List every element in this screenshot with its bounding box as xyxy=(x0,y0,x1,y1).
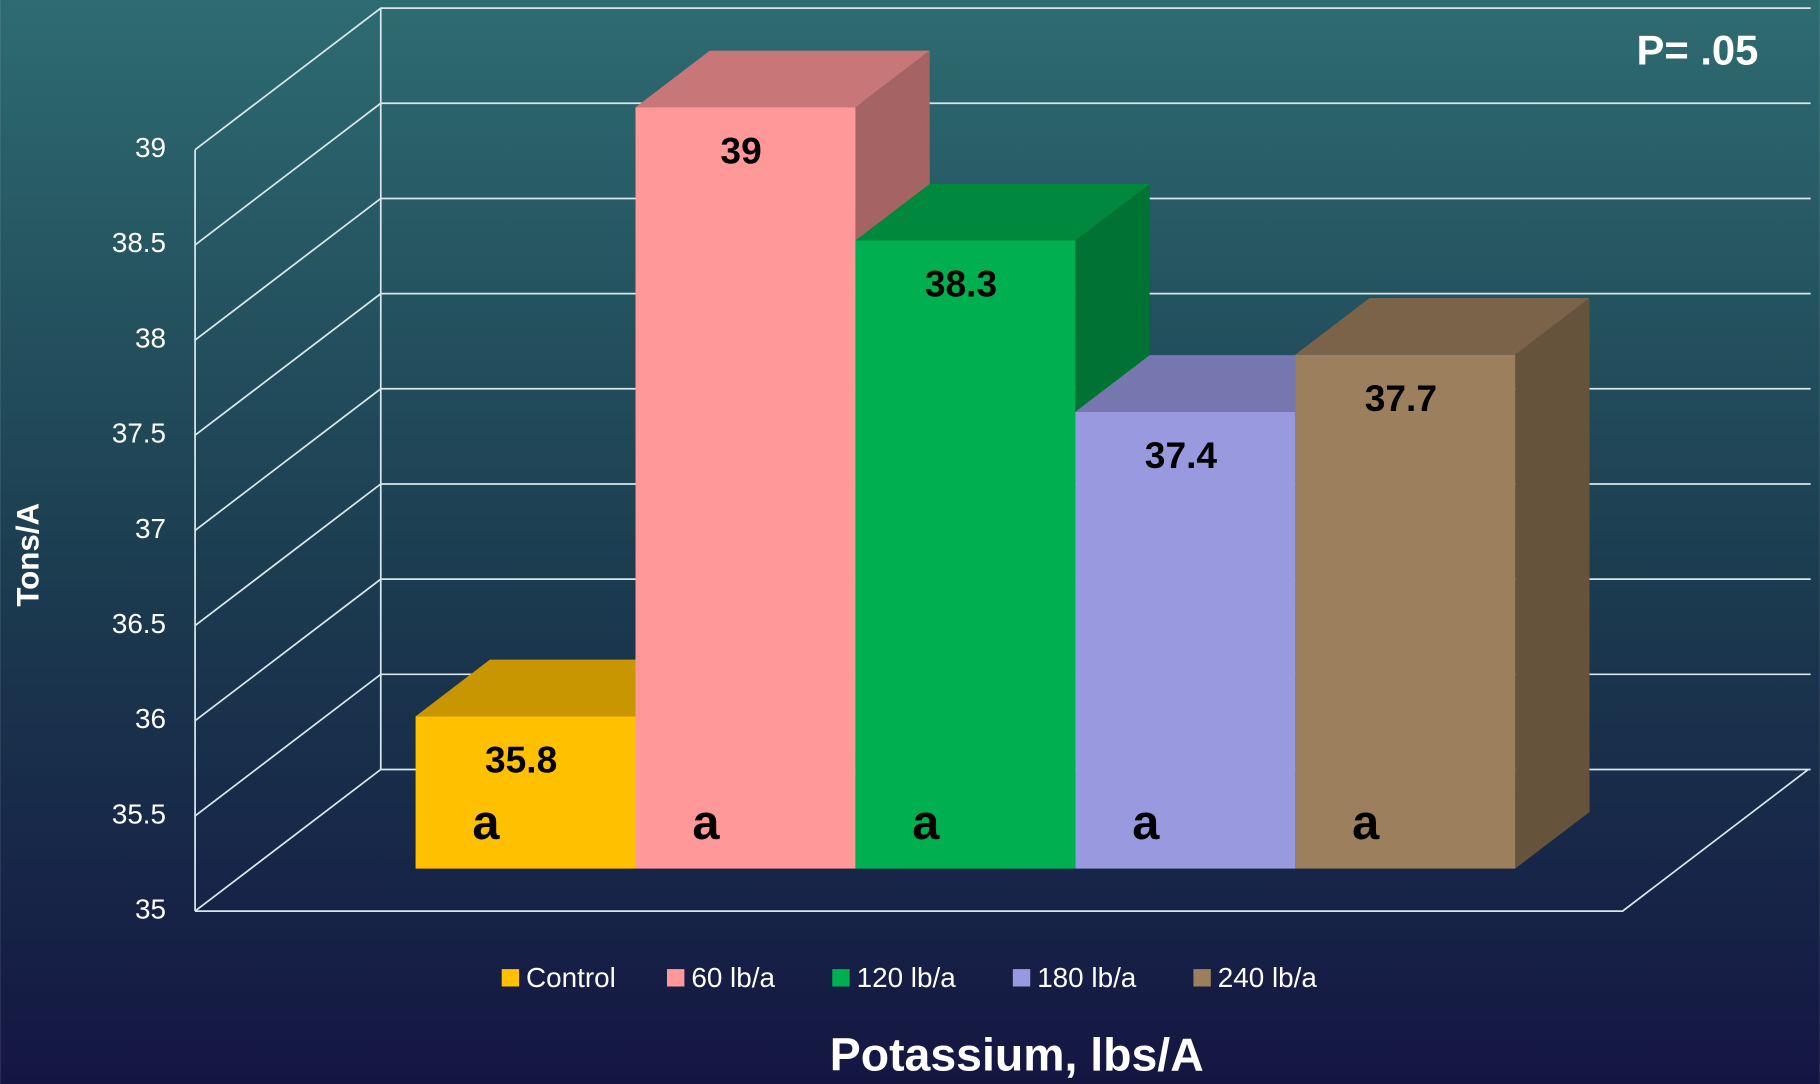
x-axis-label: Potassium, lbs/A xyxy=(830,1029,1204,1081)
legend-label: 60 lb/a xyxy=(691,962,775,993)
value-label: 38.3 xyxy=(925,263,997,305)
letter-label: a xyxy=(1132,796,1160,850)
grid-line xyxy=(194,7,1811,151)
bar xyxy=(1295,354,1516,869)
legend-label: 180 lb/a xyxy=(1037,962,1137,993)
letter-label: a xyxy=(912,796,940,850)
grid-line xyxy=(194,102,1811,246)
bar-side xyxy=(1515,298,1590,869)
bar xyxy=(635,107,856,869)
floor-edge xyxy=(195,768,1809,912)
legend-swatch xyxy=(1193,969,1211,987)
grid-line xyxy=(194,197,1811,341)
legend-label: 120 lb/a xyxy=(857,962,957,993)
y-tick-label: 36.5 xyxy=(112,608,166,639)
value-label: 39 xyxy=(720,129,761,171)
y-tick-label: 37.5 xyxy=(112,418,166,449)
y-tick-label: 39 xyxy=(135,132,166,163)
annotation: P= .05 xyxy=(1636,26,1758,73)
legend-swatch xyxy=(1012,969,1031,987)
y-tick-label: 37 xyxy=(135,513,166,544)
legend-label: 240 lb/a xyxy=(1218,962,1318,993)
y-tick-label: 36 xyxy=(135,703,166,734)
y-tick-label: 35 xyxy=(135,893,166,924)
letter-label: a xyxy=(1352,796,1380,850)
legend-swatch xyxy=(501,969,520,987)
y-tick-label: 38 xyxy=(135,322,166,353)
value-label: 37.4 xyxy=(1145,434,1218,476)
y-tick-label: 38.5 xyxy=(112,227,166,258)
grid-line xyxy=(194,292,1811,436)
legend-swatch xyxy=(666,969,685,987)
y-tick-label: 35.5 xyxy=(112,798,166,829)
value-label: 35.8 xyxy=(485,739,557,781)
y-axis-label: Tons/A xyxy=(11,503,46,607)
value-label: 37.7 xyxy=(1365,377,1437,419)
bar xyxy=(1075,411,1296,869)
letter-label: a xyxy=(472,796,500,850)
bar-top xyxy=(635,50,930,108)
letter-label: a xyxy=(692,796,720,850)
legend-swatch xyxy=(832,969,850,987)
legend-label: Control xyxy=(526,962,616,993)
bar-top xyxy=(1295,298,1590,355)
bar-top xyxy=(855,183,1150,241)
bar xyxy=(855,240,1076,869)
bar xyxy=(415,716,636,869)
